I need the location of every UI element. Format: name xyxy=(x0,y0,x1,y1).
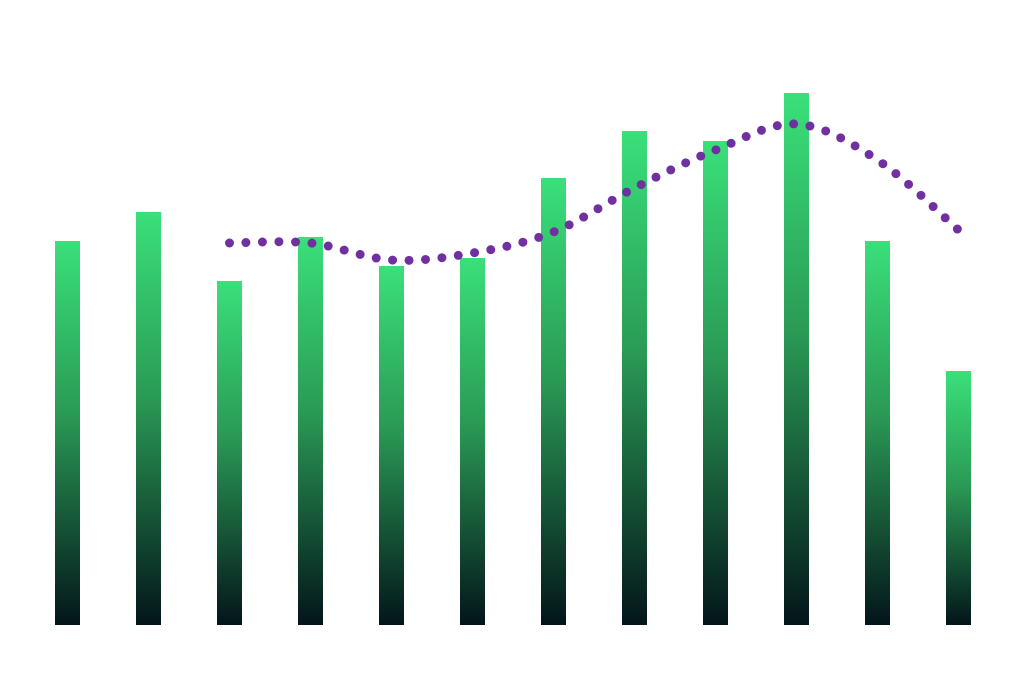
bar xyxy=(217,281,242,625)
bar xyxy=(55,241,80,625)
bar xyxy=(298,237,323,625)
bar xyxy=(460,258,485,625)
bar xyxy=(622,131,647,625)
trend-line xyxy=(225,119,963,265)
bar xyxy=(784,93,809,625)
bar xyxy=(946,371,971,625)
bar xyxy=(865,241,890,625)
bar xyxy=(136,212,161,625)
bar xyxy=(703,141,728,625)
bar xyxy=(541,178,566,625)
bar xyxy=(379,266,404,625)
